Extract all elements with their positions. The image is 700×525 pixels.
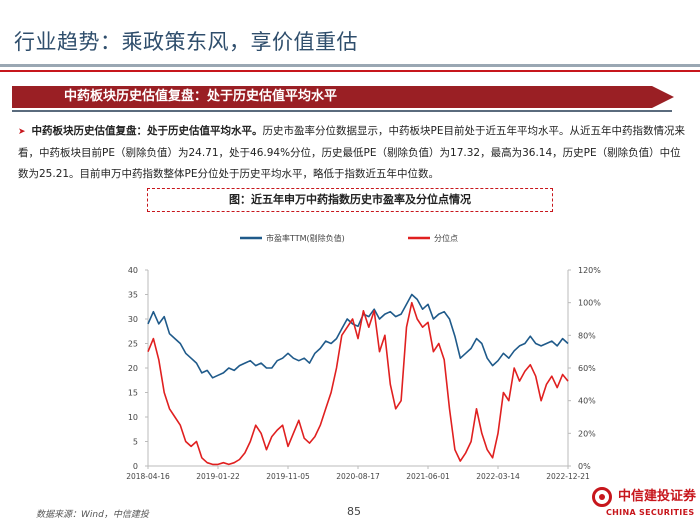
chart-svg: 0 5 10 15 20 25 30 35 40 0% 20% 40% 60% 80% 100% 120% 20… — [126, 233, 601, 481]
x-tick-label: 2022-12-21 — [546, 472, 590, 481]
left-tick-label: 5 — [133, 438, 138, 447]
left-tick-label: 10 — [128, 413, 138, 422]
right-tick-label: 80% — [578, 331, 596, 340]
left-tick-label: 35 — [128, 291, 138, 300]
page-number: 85 — [347, 505, 361, 518]
left-tick-label: 40 — [128, 266, 138, 275]
left-tick-label: 25 — [128, 340, 138, 349]
right-tick-label: 60% — [578, 364, 596, 373]
pe-chart: 0 5 10 15 20 25 30 35 40 0% 20% 40% 60% 80% 100% 120% 20… — [0, 218, 700, 488]
right-tick-label: 0% — [578, 462, 591, 471]
summary-body: 历史市盈率分位数据显示，中药板块PE目前处于近五年平均水平。从近五年中药指数情况… — [18, 125, 686, 180]
legend-pe-label: 市盈率TTM(剔除负值) — [266, 233, 345, 243]
summary-lead: 中药板块历史估值复盘：处于历史估值平均水平。 — [31, 125, 263, 137]
title-accent-divider — [0, 70, 700, 72]
page-title: 行业趋势：乘政策东风，享价值重估 — [14, 30, 358, 54]
x-tick-label: 2019-01-22 — [196, 472, 240, 481]
x-tick-label: 2020-08-17 — [336, 472, 380, 481]
pe-series-line — [147, 293, 569, 379]
data-source: 数据来源：Wind，中信建投 — [36, 510, 149, 520]
company-logo-icon — [592, 487, 612, 507]
right-tick-label: 20% — [578, 429, 596, 438]
left-tick-label: 30 — [128, 315, 138, 324]
right-tick-label: 40% — [578, 397, 596, 406]
title-divider — [0, 64, 700, 67]
x-tick-label: 2022-03-14 — [476, 472, 520, 481]
section-banner: 中药板块历史估值复盘：处于历史估值平均水平 — [12, 86, 674, 108]
left-tick-label: 20 — [128, 364, 138, 373]
banner-underline — [12, 110, 672, 112]
right-tick-label: 120% — [578, 266, 601, 275]
percentile-series-line — [147, 301, 569, 466]
company-logo-english: CHINA SECURITIES — [606, 508, 695, 517]
legend-percentile-label: 分位点 — [434, 233, 458, 243]
left-tick-label: 0 — [133, 462, 138, 471]
figure-caption: 图：近五年申万中药指数历史市盈率及分位点情况 — [147, 188, 553, 212]
summary-paragraph: ➤ 中药板块历史估值复盘：处于历史估值平均水平。历史市盈率分位数据显示，中药板块P… — [18, 121, 690, 185]
left-tick-label: 15 — [128, 389, 138, 398]
bullet-arrow-icon: ➤ — [18, 127, 26, 137]
banner-arrow-tip — [652, 86, 674, 108]
x-tick-label: 2021-06-01 — [406, 472, 450, 481]
x-tick-label: 2019-11-05 — [266, 472, 310, 481]
company-logo-text: 中信建投证券 — [618, 489, 697, 504]
section-banner-text: 中药板块历史估值复盘：处于历史估值平均水平 — [64, 89, 338, 104]
x-tick-label: 2018-04-16 — [126, 472, 170, 481]
right-tick-label: 100% — [578, 299, 601, 308]
